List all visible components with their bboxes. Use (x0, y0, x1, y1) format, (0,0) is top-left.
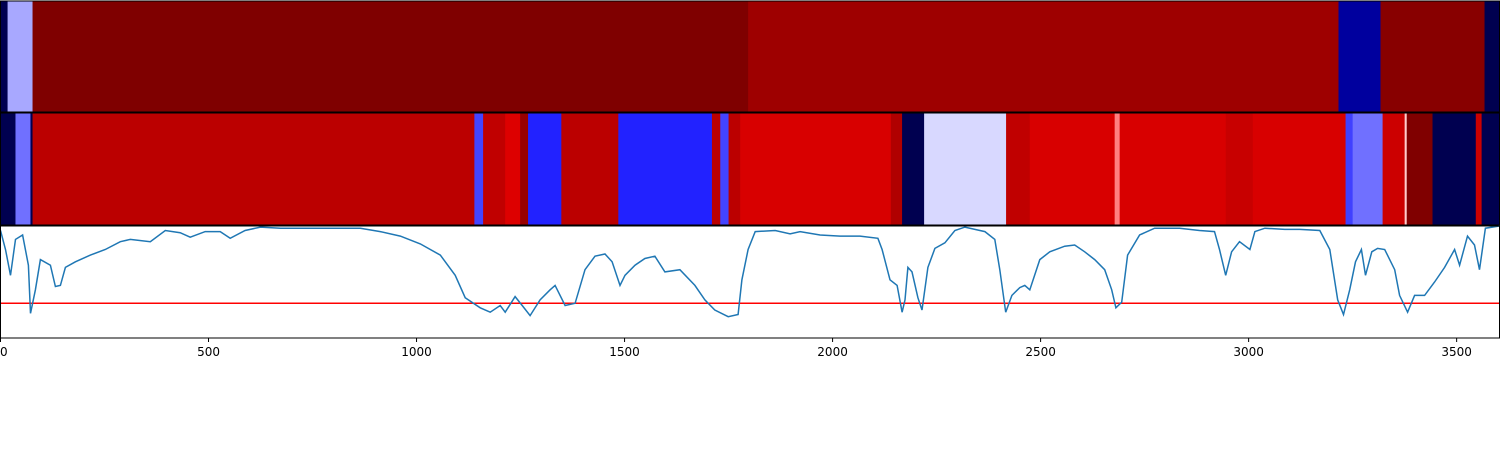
x-tick-label: 3000 (1233, 345, 1264, 359)
segment (528, 113, 562, 225)
segment (902, 113, 925, 225)
segment (1404, 113, 1408, 225)
segment (520, 113, 529, 225)
segment (1114, 113, 1121, 225)
segment (1481, 113, 1500, 225)
x-tick-label: 2000 (817, 345, 848, 359)
segment (1484, 1, 1500, 112)
segment (1352, 113, 1384, 225)
segment (32, 1, 749, 112)
x-tick-label: 1500 (609, 345, 640, 359)
segment (0, 1, 9, 112)
segment (0, 113, 16, 225)
x-tick-label: 2500 (1025, 345, 1056, 359)
segment (711, 113, 721, 225)
segment (1475, 113, 1483, 225)
segment (1006, 113, 1031, 225)
segment (15, 113, 31, 225)
x-tick-label: 500 (197, 345, 220, 359)
segment (1382, 113, 1406, 225)
segment (720, 113, 730, 225)
segment (1406, 113, 1434, 225)
segment (1029, 113, 1116, 225)
segment (740, 113, 892, 225)
segment (1380, 1, 1486, 112)
segment (890, 113, 903, 225)
segment (474, 113, 484, 225)
segment (561, 113, 619, 225)
segment (1338, 1, 1382, 112)
segment (32, 113, 475, 225)
segment (1119, 113, 1227, 225)
x-tick-label: 3500 (1441, 345, 1472, 359)
segment (483, 113, 506, 225)
segment (1345, 113, 1354, 225)
segment (1225, 113, 1254, 225)
segment (748, 1, 1339, 112)
segment (30, 113, 34, 225)
segment (728, 113, 741, 225)
segment (1432, 113, 1477, 225)
segment (924, 113, 1007, 225)
segment (618, 113, 713, 225)
segment (7, 1, 34, 112)
x-tick-label: 1000 (401, 345, 432, 359)
x-tick-label: 0 (0, 345, 8, 359)
segment (505, 113, 521, 225)
line-series (0, 225, 1500, 318)
segment (1252, 113, 1347, 225)
